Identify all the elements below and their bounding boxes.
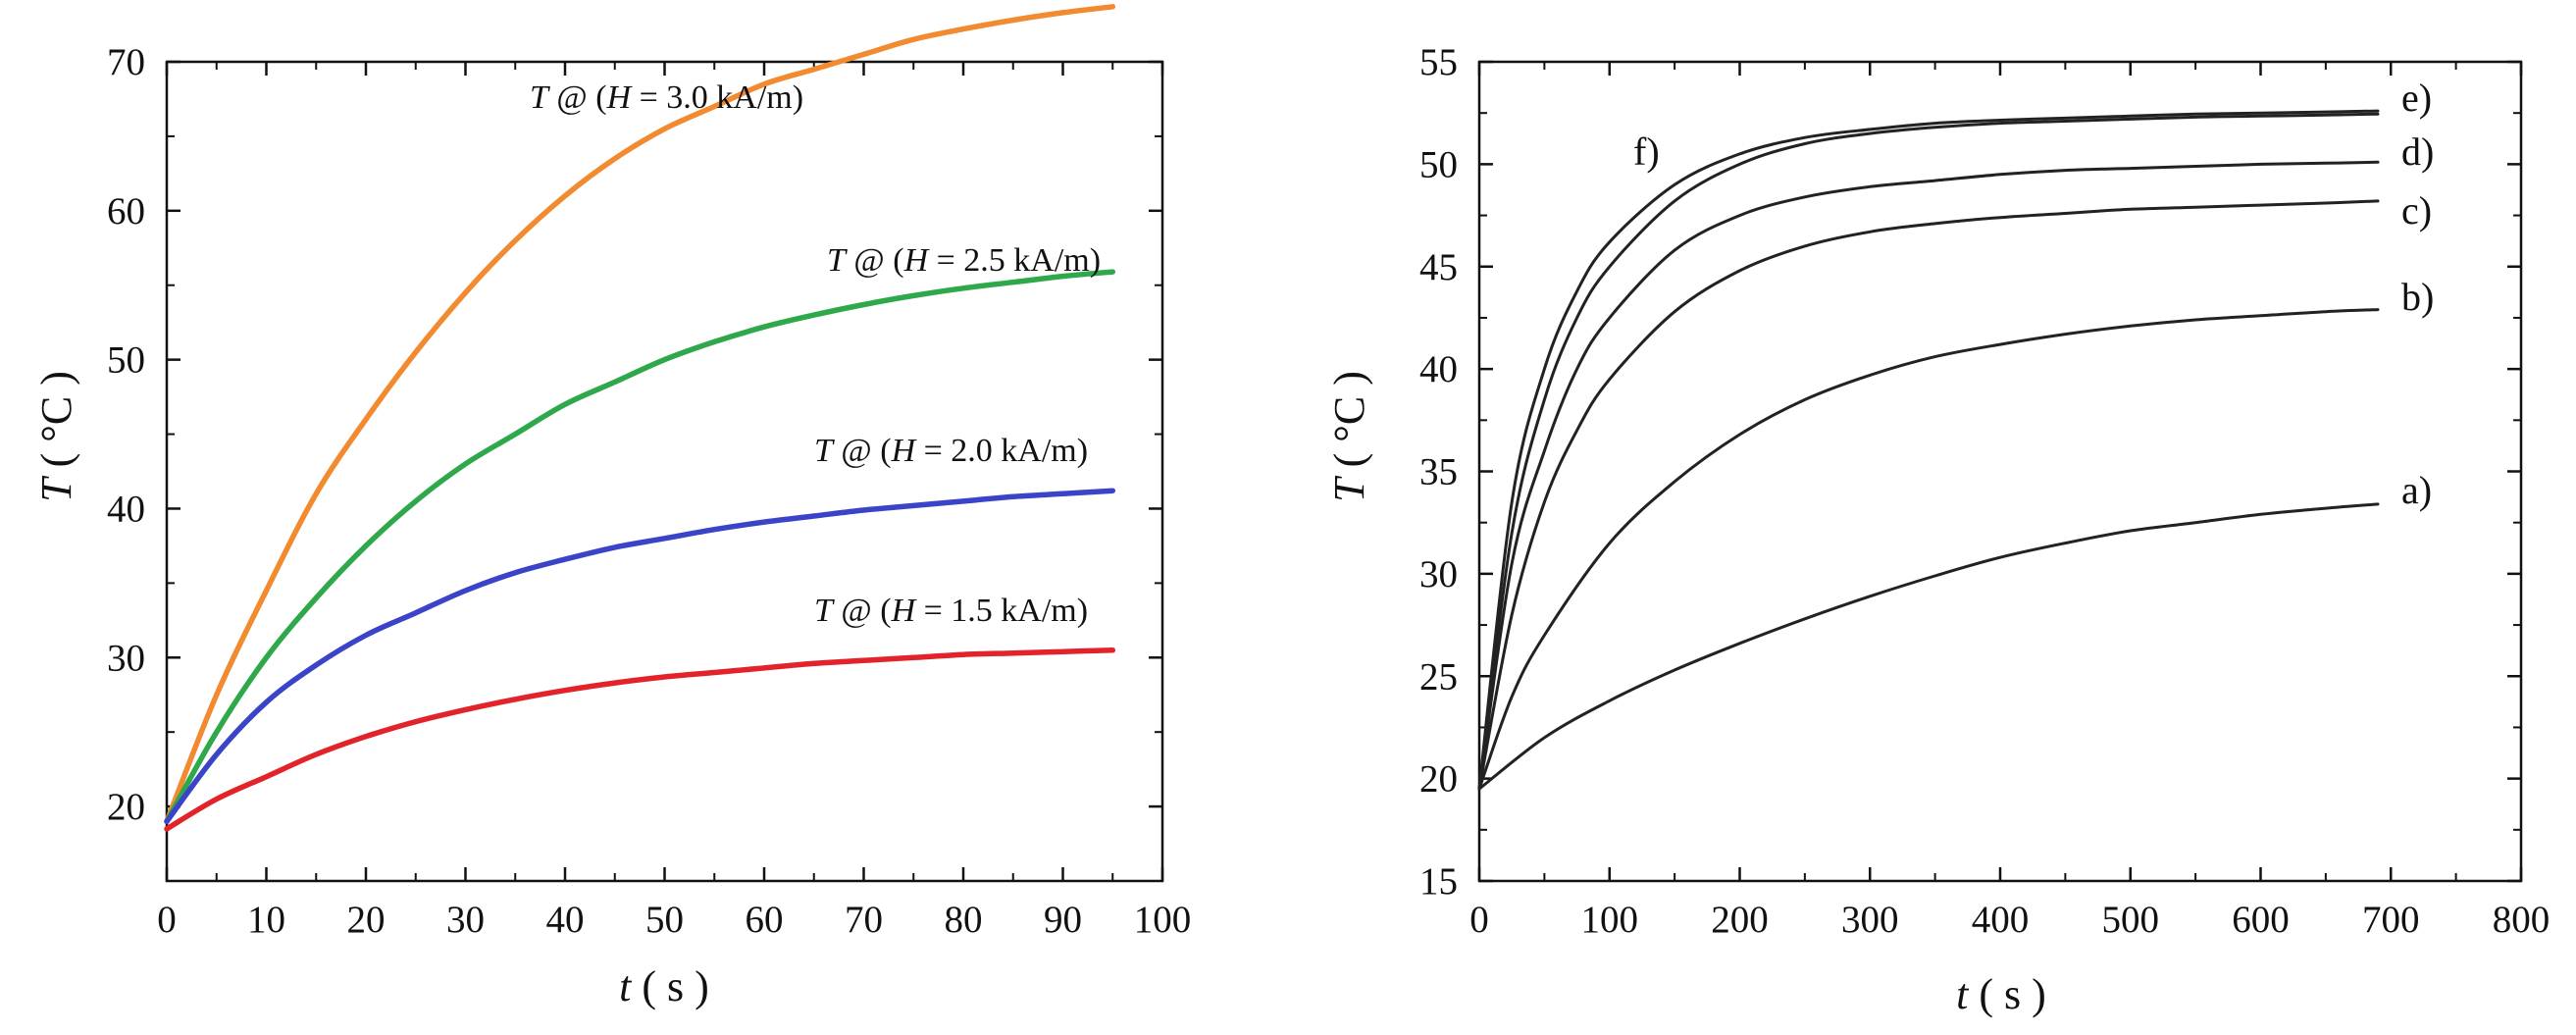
x-tick-label: 600 [2232, 899, 2290, 941]
curve-label-5: f) [1633, 129, 1660, 174]
right-series-line-3 [1477, 160, 2380, 791]
right-x-ticks: 0 100 200 300 400 500 600 700 800 [1469, 62, 2550, 941]
left-annotation-2-0: T @ (H = 2.0 kA/m) [814, 433, 1088, 469]
y-tick-label: 40 [1419, 348, 1458, 390]
x-tick-label: 0 [157, 899, 177, 941]
left-annotation-1-5: T @ (H = 1.5 kA/m) [814, 593, 1088, 629]
left-plot-frame [165, 60, 1164, 883]
left-x-ticks: 0 10 20 30 40 50 60 70 80 90 100 [157, 62, 1191, 941]
x-tick-label: 10 [247, 899, 285, 941]
x-tick-label: 500 [2102, 899, 2160, 941]
right-series-line-2 [1477, 199, 2380, 791]
x-tick-label: 80 [945, 899, 983, 941]
x-tick-label: 60 [746, 899, 784, 941]
y-tick-label: 20 [1419, 758, 1458, 801]
left-annotation-3-0: T @ (H = 3.0 kA/m) [530, 79, 803, 116]
x-tick-label: 50 [645, 899, 684, 941]
x-tick-label: 90 [1044, 899, 1082, 941]
curve-label-1: b) [2401, 275, 2434, 319]
y-tick-label: 25 [1419, 655, 1458, 698]
curve-label-4: e) [2401, 76, 2432, 120]
x-tick-label: 700 [2362, 899, 2420, 941]
y-tick-label: 70 [107, 41, 145, 83]
right-series-line-1 [1477, 308, 2380, 791]
x-tick-label: 0 [1469, 899, 1489, 941]
curve-label-3: d) [2401, 129, 2434, 174]
x-tick-label: 70 [845, 899, 883, 941]
right-x-axis-label: t ( s ) [1956, 970, 2046, 1018]
x-tick-label: 100 [1134, 899, 1192, 941]
right-series-group [1477, 109, 2380, 791]
left-series-group [164, 4, 1116, 832]
right-curve-labels: a) b) c) d) e) f) [1633, 76, 2434, 512]
y-tick-label: 55 [1419, 41, 1458, 83]
y-tick-label: 60 [107, 190, 145, 233]
y-tick-label: 20 [107, 786, 145, 828]
right-y-axis-label: T ( °C ) [1325, 371, 1373, 502]
x-tick-label: 40 [546, 899, 585, 941]
x-tick-label: 300 [1841, 899, 1899, 941]
x-tick-label: 400 [1972, 899, 2030, 941]
left-series-line-1 [164, 269, 1116, 825]
y-tick-label: 50 [107, 339, 145, 382]
right-plot-frame [1477, 60, 2523, 883]
right-series-line-5 [1477, 109, 2380, 791]
left-series-line-3 [164, 647, 1116, 832]
x-tick-label: 200 [1711, 899, 1769, 941]
left-x-axis-label: t ( s ) [619, 962, 709, 1010]
left-chart: 0 10 20 30 40 50 60 70 80 90 100 20 30 40 50 60 70 T @ … [32, 4, 1191, 1010]
y-tick-label: 30 [1419, 553, 1458, 595]
x-tick-label: 30 [446, 899, 485, 941]
right-series-line-0 [1477, 502, 2380, 791]
y-tick-label: 15 [1419, 860, 1458, 903]
left-y-axis-label: T ( °C ) [32, 371, 80, 502]
y-tick-label: 40 [107, 488, 145, 530]
x-tick-label: 100 [1581, 899, 1639, 941]
y-tick-label: 50 [1419, 143, 1458, 185]
left-series-line-2 [164, 488, 1116, 825]
right-series-line-4 [1477, 112, 2380, 791]
y-tick-label: 45 [1419, 246, 1458, 288]
curve-label-2: c) [2401, 188, 2432, 233]
x-tick-label: 20 [347, 899, 386, 941]
right-y-ticks: 15 20 25 30 35 40 45 50 55 [1419, 41, 2521, 903]
left-series-line-0 [164, 4, 1116, 825]
left-annotation-2-5: T @ (H = 2.5 kA/m) [827, 242, 1101, 279]
x-tick-label: 800 [2493, 899, 2550, 941]
y-tick-label: 35 [1419, 451, 1458, 493]
y-tick-label: 30 [107, 637, 145, 679]
right-chart: 0 100 200 300 400 500 600 700 800 15 20 25 30 35 40 45… [1325, 41, 2550, 1018]
curve-label-0: a) [2401, 468, 2432, 512]
